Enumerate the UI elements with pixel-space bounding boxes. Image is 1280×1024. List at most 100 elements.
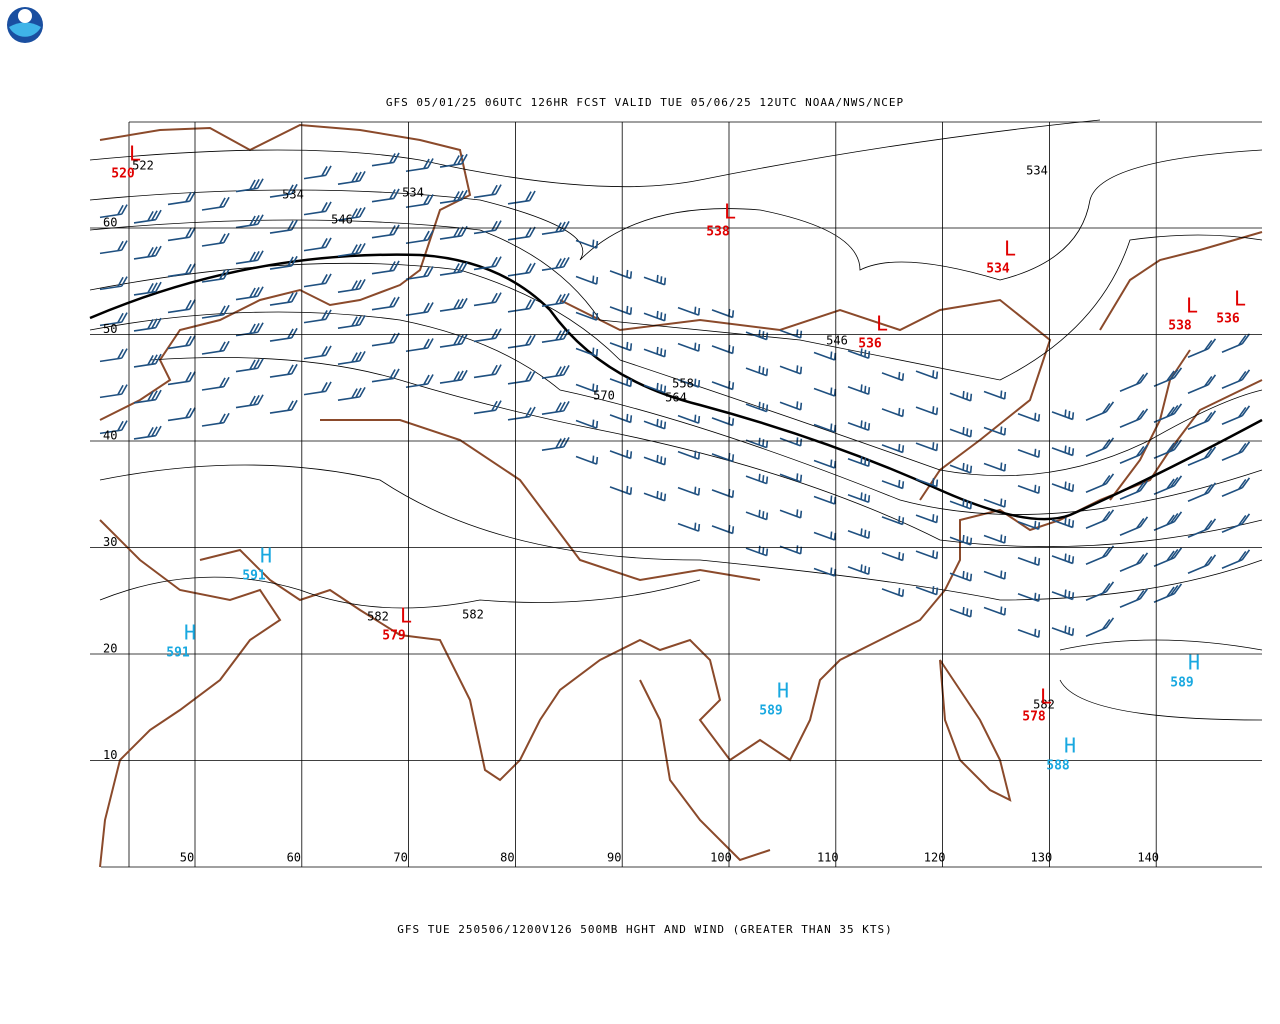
wind-barb xyxy=(1119,480,1149,501)
wind-barb xyxy=(303,237,332,252)
wind-barb xyxy=(439,189,468,204)
wind-barb xyxy=(99,384,128,399)
longitude-label: 90 xyxy=(607,851,621,865)
center-value: 591 xyxy=(242,569,266,584)
wind-barb xyxy=(1119,408,1149,429)
map-caption: GFS TUE 250506/1200V126 500MB HGHT AND W… xyxy=(397,923,892,936)
wind-barb xyxy=(1085,545,1115,566)
wind-barb xyxy=(643,274,667,286)
wind-barb xyxy=(915,370,939,380)
wind-barb xyxy=(507,226,536,241)
wind-barb xyxy=(133,389,162,404)
wind-barb xyxy=(1085,581,1115,602)
wind-barb xyxy=(201,376,230,391)
contour-label: 522 xyxy=(132,159,154,173)
wind-barb xyxy=(881,443,905,454)
wind-barb xyxy=(745,437,769,449)
wind-barb xyxy=(405,266,434,281)
wind-barb xyxy=(575,239,599,249)
wind-barb xyxy=(1187,374,1217,395)
wind-barb xyxy=(949,498,973,510)
wind-barb xyxy=(1051,589,1075,601)
wind-barb xyxy=(915,478,939,488)
wind-barb xyxy=(575,419,599,429)
wind-barb xyxy=(1119,372,1149,393)
wind-barb xyxy=(711,308,735,319)
center-letter: L xyxy=(1186,294,1198,318)
wind-barb xyxy=(269,399,298,414)
wind-barbs xyxy=(99,152,1251,638)
wind-barb xyxy=(847,348,871,359)
wind-barb xyxy=(1153,403,1183,424)
wind-barb xyxy=(337,387,366,401)
wind-barb xyxy=(473,292,502,307)
center-value: 589 xyxy=(1170,676,1193,691)
wind-barb xyxy=(643,382,667,394)
latitude-label: 50 xyxy=(103,322,117,336)
wind-barb xyxy=(779,329,803,339)
wind-barb xyxy=(235,322,264,337)
wind-barb xyxy=(133,317,162,332)
wind-barb xyxy=(1017,628,1041,638)
wind-barb xyxy=(1085,509,1115,530)
wind-barb xyxy=(881,587,905,598)
wind-barb xyxy=(507,406,536,421)
wind-barb xyxy=(439,333,468,348)
wind-barb xyxy=(813,351,837,361)
center-letter: L xyxy=(129,142,141,166)
wind-barb xyxy=(269,219,298,234)
wind-barb xyxy=(337,243,366,257)
wind-barb xyxy=(201,304,230,319)
wind-barb xyxy=(983,606,1007,616)
wind-barb xyxy=(677,378,701,388)
longitude-label: 130 xyxy=(1031,851,1053,865)
center-letter: L xyxy=(1234,287,1246,311)
wind-barb xyxy=(507,370,536,385)
wind-barb xyxy=(1221,441,1251,462)
wind-barb xyxy=(99,276,128,291)
wind-barb xyxy=(1153,439,1183,460)
wind-barb xyxy=(677,306,701,316)
wind-barb xyxy=(1017,556,1041,566)
wind-barb xyxy=(575,383,599,393)
center-value: 588 xyxy=(1046,759,1070,774)
wind-barb xyxy=(541,365,570,379)
wind-barb xyxy=(575,347,599,357)
wind-barb xyxy=(1017,592,1041,602)
wind-barb xyxy=(1017,484,1041,494)
wind-barb xyxy=(1221,369,1251,390)
wind-barb xyxy=(813,459,837,469)
wind-barb xyxy=(1119,516,1149,537)
wind-barb xyxy=(745,545,769,557)
longitude-label: 60 xyxy=(287,851,301,865)
wind-barb xyxy=(1221,549,1251,570)
wind-barb xyxy=(609,269,633,280)
wind-barb xyxy=(813,567,837,577)
wind-barb xyxy=(1187,518,1217,539)
wind-barb xyxy=(133,209,162,224)
contour-label: 558 xyxy=(672,377,694,391)
map-title: GFS 05/01/25 06UTC 126HR FCST VALID TUE … xyxy=(386,96,904,109)
wind-barb xyxy=(473,364,502,379)
wind-barb xyxy=(609,341,633,352)
latitude-label: 60 xyxy=(103,216,117,230)
wind-barb xyxy=(779,545,803,555)
wind-barb xyxy=(847,492,871,503)
wind-barb xyxy=(745,401,769,413)
center-value: 520 xyxy=(111,167,135,182)
wind-barb xyxy=(779,437,803,447)
wind-barb xyxy=(915,406,939,416)
wind-barb xyxy=(371,188,400,203)
wind-barb xyxy=(1051,445,1075,457)
wind-barb xyxy=(983,498,1007,508)
wind-barb xyxy=(949,390,973,402)
wind-barb xyxy=(99,312,128,327)
longitude-label: 50 xyxy=(180,851,194,865)
wind-barb xyxy=(507,262,536,277)
wind-barb xyxy=(779,365,803,375)
wind-barb xyxy=(473,184,502,199)
wind-barb xyxy=(235,250,264,265)
wind-barb xyxy=(439,261,468,276)
wind-barb xyxy=(1187,410,1217,431)
